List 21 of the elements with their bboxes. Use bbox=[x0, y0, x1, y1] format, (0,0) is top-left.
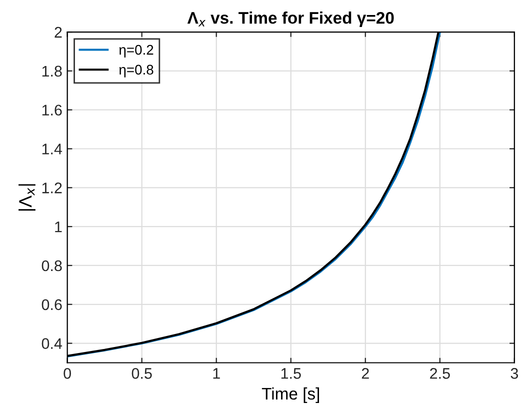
x-axis-title: Time [s] bbox=[262, 387, 320, 403]
x-tick-label: 1 bbox=[213, 368, 220, 379]
y-tick-label: 1.2 bbox=[42, 182, 62, 194]
legend-label: η=0.2 bbox=[119, 44, 154, 58]
y-axis-title: |Λ$_{x}$| bbox=[18, 184, 36, 211]
y-tick-label: 2 bbox=[54, 26, 62, 38]
y-tick-label: 1 bbox=[55, 222, 62, 232]
x-tick-label: 0 bbox=[64, 368, 71, 379]
x-tick-label: 3 bbox=[510, 368, 518, 379]
y-tick-label: 1.8 bbox=[42, 66, 62, 77]
x-tick-label: 0.5 bbox=[132, 368, 152, 379]
legend-label: η=0.8 bbox=[119, 64, 154, 78]
y-tick-label: 0.6 bbox=[42, 299, 62, 310]
x-tick-label: 1.5 bbox=[281, 368, 301, 379]
y-tick-label: 1.4 bbox=[42, 144, 62, 154]
x-tick-label: 2.5 bbox=[430, 368, 450, 379]
x-tick-label: 2 bbox=[362, 368, 369, 379]
y-tick-label: 1.6 bbox=[42, 104, 62, 116]
y-tick-label: 0.4 bbox=[42, 338, 62, 349]
y-tick-label: 0.8 bbox=[42, 260, 62, 272]
chart-title: Λ$_{x}$ vs. Time for Fixed γ=20 bbox=[187, 12, 394, 28]
